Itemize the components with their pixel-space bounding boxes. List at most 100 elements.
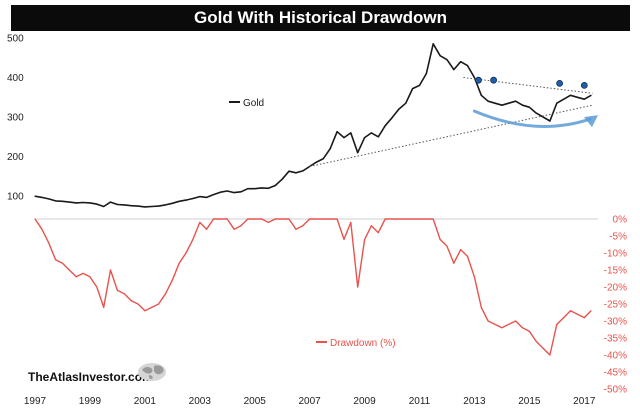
- drawdown-point: [487, 320, 489, 322]
- drawdown-point: [535, 340, 537, 342]
- gold-point: [405, 102, 407, 104]
- drawdown-point: [116, 289, 118, 291]
- gold-point: [68, 201, 70, 203]
- drawdown-point: [267, 221, 269, 223]
- drawdown-y-tick-label: -10%: [604, 249, 627, 260]
- drawdown-point: [55, 259, 57, 261]
- gold-point: [432, 43, 434, 45]
- drawdown-point: [336, 218, 338, 220]
- gold-point: [288, 170, 290, 172]
- drawdown-point: [315, 218, 318, 220]
- gold-point: [487, 100, 489, 102]
- drawdown-point: [48, 242, 50, 244]
- drawdown-point: [254, 218, 256, 220]
- drawdown-point: [158, 303, 160, 305]
- drawdown-legend: Drawdown (%): [316, 338, 396, 349]
- gold-point: [164, 204, 167, 206]
- drawdown-point: [123, 293, 125, 295]
- gold-point: [549, 120, 551, 122]
- drawdown-point: [446, 245, 448, 247]
- drawdown-point: [405, 218, 407, 220]
- gold-point: [377, 136, 379, 138]
- drawdown-y-tick-label: 0%: [613, 215, 628, 226]
- gold-point: [412, 88, 414, 90]
- drawdown-point: [261, 218, 263, 220]
- gold-y-tick-label: 200: [7, 152, 24, 163]
- gold-legend-label: Gold: [243, 98, 264, 109]
- drawdown-point: [583, 317, 585, 319]
- drawdown-y-tick-label: -40%: [604, 351, 627, 362]
- gold-y-tick-label: 100: [7, 192, 24, 203]
- drawdown-y-tick-label: -35%: [604, 334, 627, 345]
- gold-panel: [34, 43, 592, 208]
- drawdown-point: [398, 218, 400, 220]
- drawdown-point: [384, 218, 386, 220]
- gold-point: [357, 152, 359, 154]
- drawdown-point: [178, 262, 180, 264]
- gold-point: [528, 106, 530, 108]
- drawdown-point: [192, 238, 194, 240]
- gold-point: [343, 137, 345, 139]
- gold-point: [212, 194, 215, 196]
- drawdown-point: [494, 323, 496, 325]
- drawdown-point: [288, 218, 290, 220]
- drawdown-point: [82, 272, 84, 274]
- drawdown-point: [212, 218, 215, 220]
- drawdown-point: [590, 310, 592, 312]
- drawdown-point: [364, 238, 366, 240]
- drawdown-point: [96, 286, 98, 288]
- gold-point: [466, 65, 469, 67]
- drawdown-point: [501, 327, 503, 329]
- drawdown-point: [164, 293, 167, 295]
- drawdown-point: [199, 221, 201, 223]
- drawdown-point: [226, 218, 228, 220]
- gold-y-axis-ticks: 100 200 300 400 500: [7, 33, 24, 202]
- drawdown-point: [61, 262, 64, 264]
- drawdown-point: [309, 218, 311, 220]
- gold-point: [569, 94, 572, 96]
- gold-point: [418, 84, 421, 86]
- drawdown-point: [233, 228, 235, 230]
- x-tick-label: 2013: [463, 396, 486, 407]
- gold-point: [240, 191, 242, 193]
- drawdown-y-tick-label: -25%: [604, 300, 627, 311]
- drawdown-point: [515, 320, 517, 322]
- gold-point: [103, 205, 105, 208]
- gold-point: [384, 125, 386, 127]
- drawdown-point: [370, 225, 372, 227]
- drawdown-legend-label: Drawdown (%): [330, 338, 396, 349]
- drawdown-point: [185, 252, 187, 254]
- drawdown-point: [219, 218, 221, 220]
- drawdown-point: [542, 347, 544, 349]
- drawdown-point: [521, 327, 524, 329]
- gold-point: [55, 200, 57, 202]
- gold-point: [137, 205, 139, 207]
- gold-point: [233, 192, 235, 194]
- gold-point: [302, 170, 304, 172]
- drawdown-point: [295, 228, 297, 230]
- x-tick-label: 2007: [299, 396, 322, 407]
- gold-point: [542, 116, 544, 118]
- drawdown-point: [68, 269, 70, 271]
- drawdown-series-line: [34, 218, 592, 356]
- gold-point: [501, 104, 503, 106]
- gold-point: [178, 200, 180, 202]
- drawdown-point: [412, 218, 414, 220]
- drawdown-point: [171, 279, 173, 281]
- drawdown-point: [240, 225, 242, 227]
- gold-point: [295, 172, 297, 174]
- gold-point: [192, 197, 194, 200]
- gold-point: [199, 196, 201, 198]
- drawdown-point: [350, 221, 352, 223]
- drawdown-point: [302, 225, 304, 227]
- x-tick-label: 1997: [24, 396, 47, 407]
- drawdown-point: [34, 218, 36, 220]
- support-trendline: [309, 104, 593, 167]
- gold-point: [453, 69, 455, 71]
- drawdown-point: [130, 300, 132, 302]
- gold-point: [206, 196, 208, 198]
- drawdown-point: [576, 313, 579, 315]
- drawdown-y-tick-label: -50%: [604, 385, 627, 396]
